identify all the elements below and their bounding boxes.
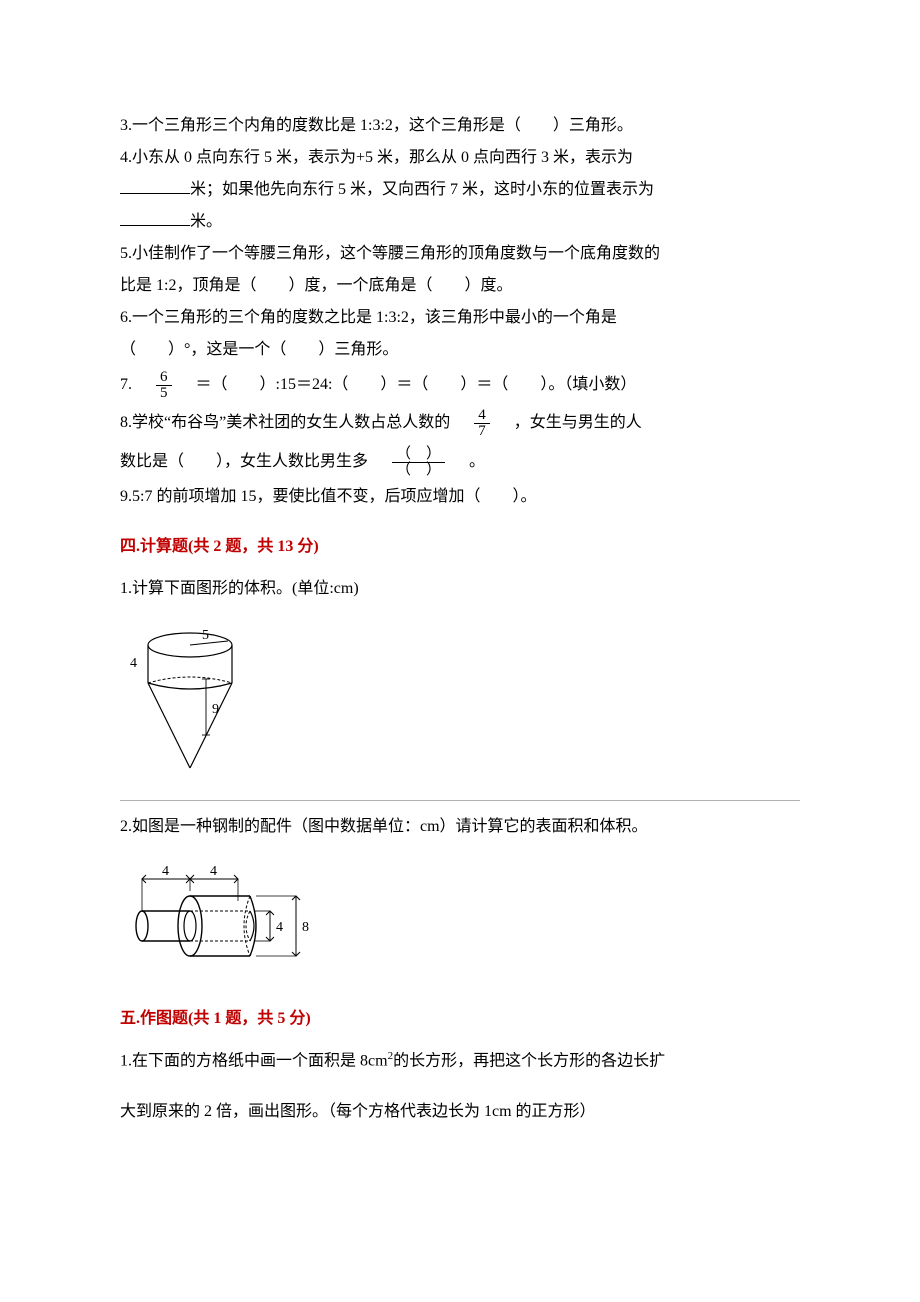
frac-den: 7 (474, 424, 490, 439)
fraction-4-7: 4 7 (474, 408, 490, 439)
question-8-line2: 数比是（ ），女生人数比男生多 （ ） （ ） 。 (120, 443, 800, 481)
q4-text-c: 米。 (190, 213, 222, 230)
q7-prefix: 7. (120, 376, 148, 393)
figure-cylinder-cone: 5 4 9 (120, 623, 800, 778)
question-4-line2: 米；如果他先向东行 5 米，又向西行 7 米，这时小东的位置表示为 (120, 174, 800, 206)
frac-den: 5 (156, 386, 172, 401)
section4-q2: 2.如图是一种钢制的配件（图中数据单位：cm）请计算它的表面积和体积。 (120, 811, 800, 843)
blank-q4-2[interactable] (120, 210, 190, 226)
s5q1-text-a: 1.在下面的方格纸中画一个面积是 8cm (120, 1053, 388, 1070)
frac-num: 6 (156, 370, 172, 386)
section5-q1-line1: 1.在下面的方格纸中画一个面积是 8cm2的长方形，再把这个长方形的各边长扩 (120, 1045, 800, 1077)
q8-text-c: 数比是（ ），女生人数比男生多 (120, 453, 384, 470)
label-len-b: 4 (210, 864, 217, 879)
question-6-line2: （ ）°，这是一个（ ）三角形。 (120, 334, 800, 366)
question-4-line3: 米。 (120, 206, 800, 238)
label-len-a: 4 (162, 864, 169, 879)
blank-q4-1[interactable] (120, 178, 190, 194)
q8-text-b: ，女生与男生的人 (498, 414, 642, 431)
q8-text-a: 8.学校“布谷鸟”美术社团的女生人数占总人数的 (120, 414, 466, 431)
horizontal-rule (120, 800, 800, 801)
label-cyl-height: 4 (130, 656, 137, 671)
section4-q1: 1.计算下面图形的体积。(单位:cm) (120, 573, 800, 605)
label-outer-d: 8 (302, 920, 309, 935)
label-radius: 5 (202, 628, 209, 643)
frac-num: 4 (474, 408, 490, 424)
fraction-blank[interactable]: （ ） （ ） (392, 447, 445, 478)
frac-num-blank: （ ） (392, 447, 445, 463)
q4-text-b: 米；如果他先向东行 5 米，又向西行 7 米，这时小东的位置表示为 (190, 181, 654, 198)
q7-suffix: ＝（ ）:15＝24:（ ）＝（ ）＝（ ）。（填小数） (180, 376, 637, 393)
question-5-line1: 5.小佳制作了一个等腰三角形，这个等腰三角形的顶角度数与一个底角度数的 (120, 238, 800, 270)
question-8-line1: 8.学校“布谷鸟”美术社团的女生人数占总人数的 4 7 ，女生与男生的人 (120, 404, 800, 442)
frac-den-blank: （ ） (392, 463, 445, 478)
section-4-heading: 四.计算题(共 2 题，共 13 分) (120, 531, 800, 563)
question-6-line1: 6.一个三角形的三个角的度数之比是 1:3:2，该三角形中最小的一个角是 (120, 302, 800, 334)
figure-steel-part: 4 4 4 (120, 861, 800, 981)
section5-q1-line2: 大到原来的 2 倍，画出图形。（每个方格代表边长为 1cm 的正方形） (120, 1096, 800, 1128)
label-inner-d: 4 (276, 920, 283, 935)
section-5-heading: 五.作图题(共 1 题，共 5 分) (120, 1003, 800, 1035)
question-9: 9.5:7 的前项增加 15，要使比值不变，后项应增加（ ）。 (120, 481, 800, 513)
question-3: 3.一个三角形三个内角的度数比是 1:3:2，这个三角形是（ ）三角形。 (120, 110, 800, 142)
question-4-line1: 4.小东从 0 点向东行 5 米，表示为+5 米，那么从 0 点向西行 3 米，… (120, 142, 800, 174)
q8-text-d: 。 (453, 453, 485, 470)
label-cone-height: 9 (212, 702, 219, 717)
fraction-6-5: 6 5 (156, 370, 172, 401)
question-5-line2: 比是 1:2，顶角是（ ）度，一个底角是（ ）度。 (120, 270, 800, 302)
s5q1-text-b: 的长方形，再把这个长方形的各边长扩 (393, 1053, 665, 1070)
question-7: 7. 6 5 ＝（ ）:15＝24:（ ）＝（ ）＝（ ）。（填小数） (120, 366, 800, 404)
